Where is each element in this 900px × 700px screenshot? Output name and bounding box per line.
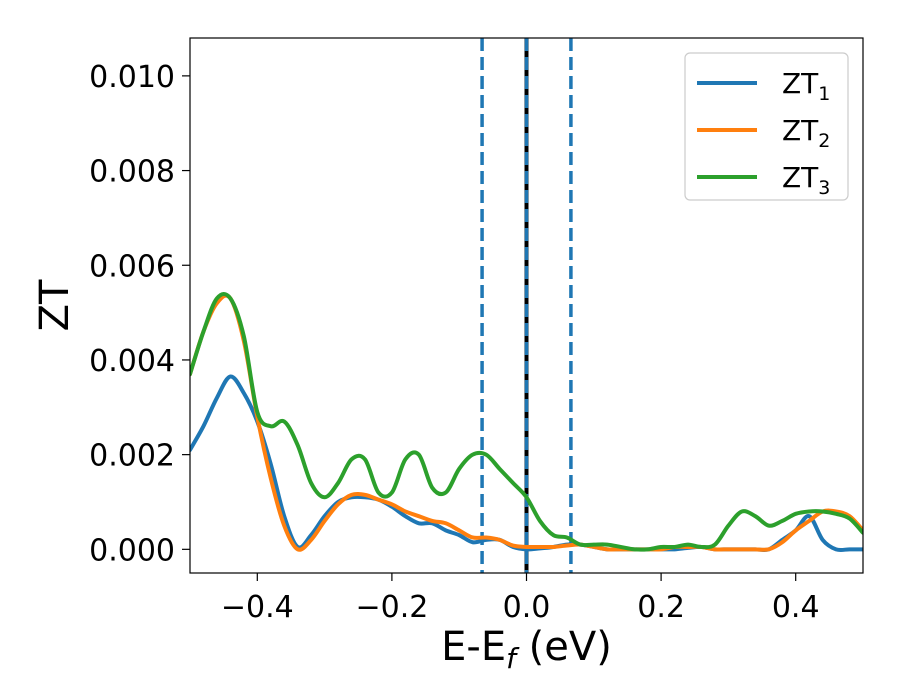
x-axis-label: E-Ef (eV) [441,624,612,675]
legend: ZT1 ZT2 ZT3 [684,52,849,201]
vertical-reference-lines [480,38,573,573]
series-line-zt3 [190,291,863,552]
y-tick-label: 0.010 [89,60,175,95]
y-axis-ticks: 0.000 0.002 0.004 0.006 0.008 0.010 [89,60,190,568]
y-tick-label: 0.002 [89,439,175,474]
y-tick-label: 0.006 [89,249,175,284]
x-tick-label: 0.2 [637,590,685,625]
legend-label-zt2: ZT2 [782,114,830,152]
x-tick-label: 0.0 [503,590,551,625]
x-tick-label: −0.4 [221,590,294,625]
legend-box [684,52,849,201]
legend-label-zt3: ZT3 [782,161,830,199]
x-axis-ticks: −0.4 −0.2 0.0 0.2 0.4 [221,573,820,625]
y-tick-label: 0.004 [89,344,175,379]
x-tick-label: 0.4 [772,590,820,625]
y-tick-label: 0.008 [89,155,175,190]
legend-label-zt1: ZT1 [782,67,830,105]
series-line-zt2 [190,293,863,552]
y-axis-label: ZT [32,279,78,331]
series-layer [190,291,863,553]
x-tick-label: −0.2 [355,590,428,625]
y-tick-label: 0.000 [89,533,175,568]
